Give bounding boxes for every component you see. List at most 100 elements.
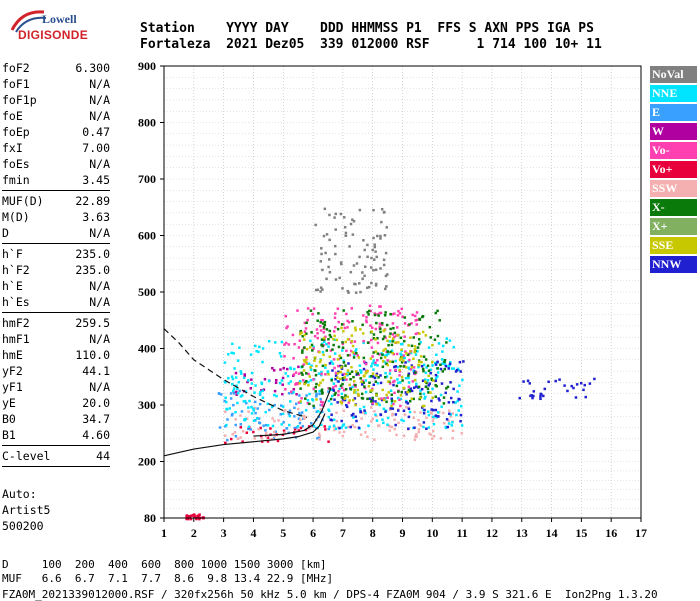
data-point-vo- [371, 387, 374, 391]
data-point-nne [309, 379, 313, 382]
data-point-nne [422, 392, 426, 396]
data-point-ssw [239, 436, 242, 439]
data-point-vo- [193, 514, 196, 517]
param-value: 20.0 [82, 396, 110, 410]
data-point-nne [457, 409, 460, 412]
data-point-nne [388, 340, 392, 343]
data-point-ssw [333, 428, 336, 432]
data-point-noval [366, 243, 369, 247]
data-point-ssw [260, 437, 264, 440]
data-point-vo- [185, 514, 189, 517]
data-point-nne [227, 353, 230, 356]
data-point-vo- [378, 311, 381, 315]
data-point-x- [320, 392, 324, 395]
data-point-nnw [406, 402, 410, 405]
data-point-sse [407, 344, 410, 347]
data-point-x- [336, 327, 340, 331]
data-point-ssw [233, 431, 237, 434]
data-point-sse [410, 365, 414, 369]
data-point-noval [320, 247, 323, 250]
data-point-nnw [452, 387, 455, 391]
data-point-ssw [247, 410, 250, 413]
chart-points [185, 207, 596, 521]
data-point-noval [322, 234, 326, 238]
data-point-e [298, 411, 301, 415]
data-point-nne [362, 341, 365, 345]
data-point-sse [398, 368, 401, 372]
data-point-x- [300, 371, 303, 375]
data-point-nne [244, 390, 248, 393]
data-point-noval [366, 255, 369, 259]
data-point-nnw [558, 378, 561, 381]
data-point-nnw [405, 392, 408, 396]
data-point-ssw [432, 434, 436, 438]
data-point-ssw [366, 435, 369, 439]
data-point-nne [243, 399, 247, 403]
data-point-w [250, 378, 253, 381]
data-point-noval [328, 213, 331, 217]
data-point-nne [242, 376, 246, 380]
data-point-ssw [277, 419, 280, 422]
data-point-nnw [402, 409, 406, 413]
data-point-nne [444, 425, 448, 429]
data-point-noval [346, 289, 350, 293]
data-point-x- [407, 388, 411, 392]
data-point-w [273, 389, 277, 393]
data-point-nnw [353, 397, 357, 400]
data-point-vo- [407, 385, 411, 389]
data-point-nne [426, 378, 430, 382]
data-point-vo- [401, 315, 404, 318]
data-point-vo- [304, 327, 308, 330]
data-point-vo- [296, 309, 299, 312]
data-point-sse [385, 393, 388, 397]
data-point-nne [432, 422, 436, 426]
data-point-nne [288, 414, 292, 418]
data-point-nne [426, 410, 430, 413]
data-point-vo- [393, 391, 396, 395]
data-point-w [279, 368, 282, 371]
data-point-w [281, 383, 285, 386]
data-point-ssw [360, 417, 363, 420]
data-point-sse [351, 344, 355, 348]
data-point-nne [403, 356, 406, 360]
data-point-x- [385, 400, 388, 404]
data-point-vo- [312, 307, 316, 310]
data-point-nnw [575, 383, 579, 386]
data-point-e [264, 429, 267, 432]
data-point-vo- [376, 341, 380, 345]
data-point-x- [402, 365, 406, 368]
data-point-sse [394, 341, 397, 344]
data-point-ssw [302, 414, 306, 418]
data-point-vo- [189, 517, 193, 521]
data-point-nne [382, 407, 386, 411]
param-key: M(D) [2, 210, 30, 224]
data-point-nnw [584, 395, 587, 399]
data-point-nnw [528, 382, 531, 385]
data-point-noval [372, 236, 375, 240]
x-tick-label: 7 [340, 526, 346, 540]
data-point-sse [413, 345, 417, 348]
data-point-nne [270, 405, 274, 409]
data-point-nne [374, 413, 377, 416]
data-point-ssw [369, 406, 373, 409]
data-point-vo- [297, 372, 301, 375]
data-point-nne [253, 391, 256, 394]
data-point-sse [336, 376, 339, 379]
data-point-sse [309, 366, 312, 369]
data-point-nnw [360, 383, 364, 386]
data-point-ssw [432, 429, 435, 433]
param-value: N/A [89, 279, 110, 293]
param-row: hmE 110.0 [2, 347, 110, 363]
artist-version: Artist5 [2, 503, 51, 517]
data-point-ssw [451, 436, 454, 440]
data-point-nne [228, 407, 231, 410]
data-point-nne [452, 345, 456, 349]
data-point-x- [315, 382, 318, 386]
data-point-nne [292, 390, 295, 394]
data-point-x- [314, 373, 318, 377]
data-point-nnw [444, 364, 448, 368]
data-point-ssw [413, 438, 417, 442]
data-point-vo- [334, 384, 338, 388]
data-point-nne [370, 365, 373, 368]
legend-item-vo-: Vo+ [650, 161, 697, 178]
